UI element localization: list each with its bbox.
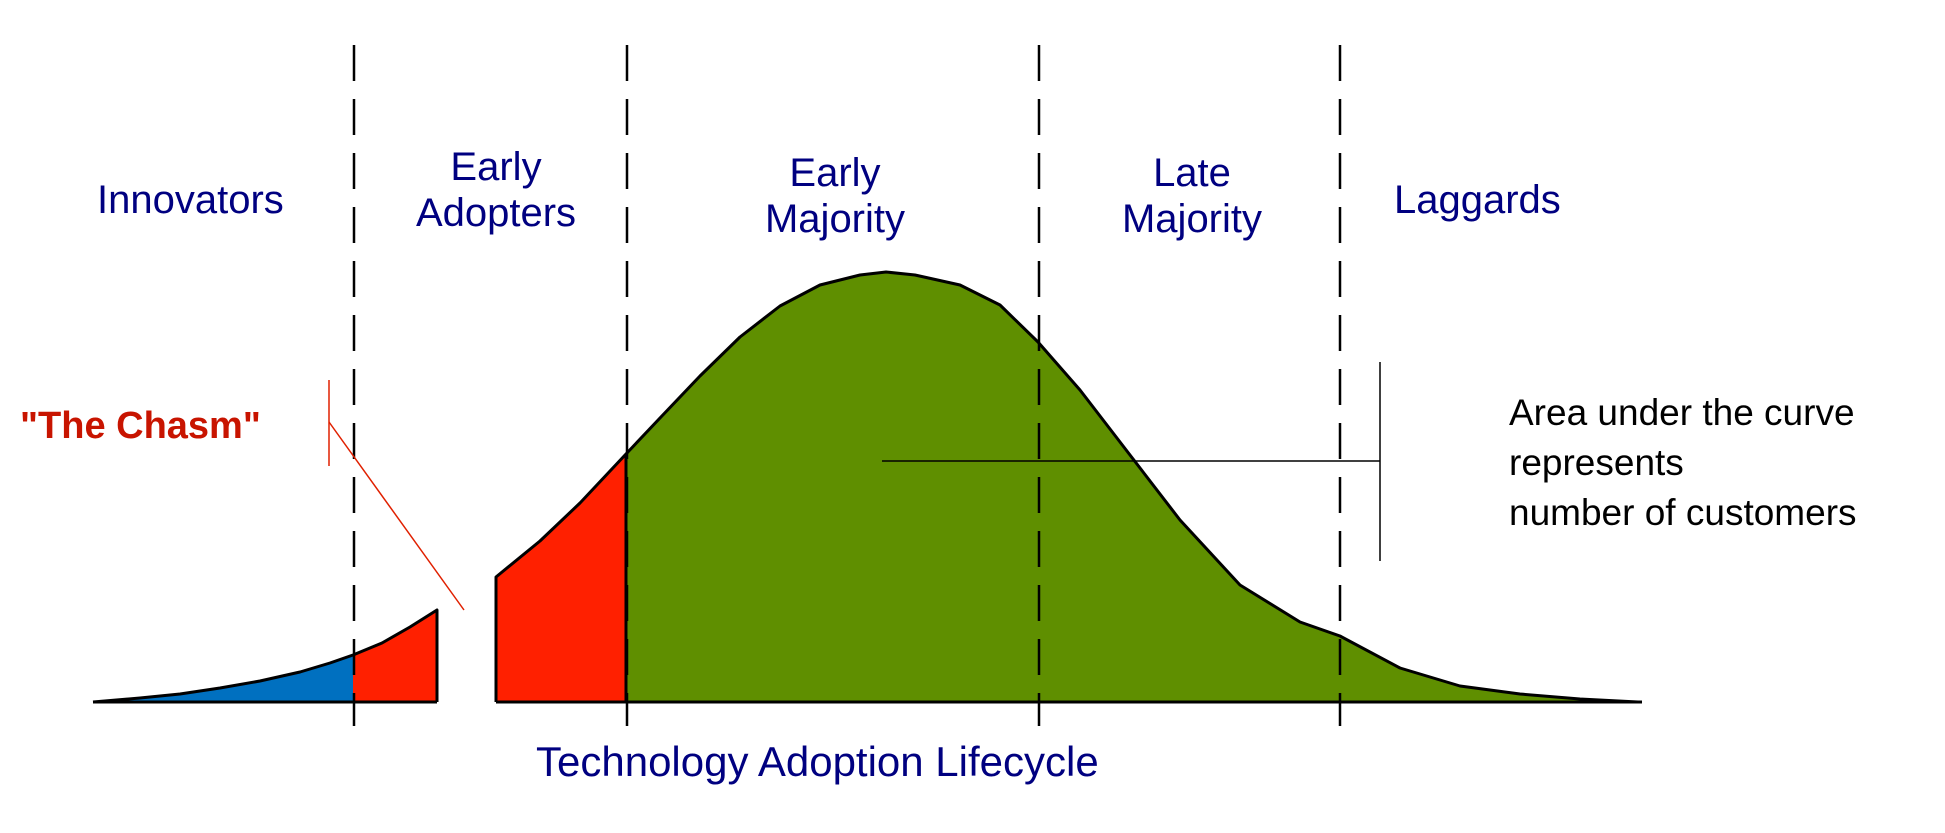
area-note-line1: Area under the curve: [1509, 392, 1855, 433]
area-note-line2: represents: [1509, 442, 1684, 483]
label-early-majority-line1: Early: [789, 151, 881, 195]
label-late-majority-line2: Majority: [1121, 197, 1263, 241]
curve-outline-left: [92, 608, 439, 704]
early-adopters-area-left: [353, 610, 437, 702]
label-early-adopters-line1: Early: [450, 145, 542, 189]
area-note: Area under the curve represents number o…: [1509, 388, 1857, 538]
early-adopters-area-right: [496, 454, 626, 702]
chasm-pointer: [328, 421, 465, 611]
label-late-majority: Late Majority: [1122, 150, 1262, 242]
label-early-adopters: Early Adopters: [416, 144, 576, 236]
label-late-majority-line1: Late: [1153, 151, 1231, 195]
majority-area: [626, 272, 1638, 702]
label-innovators: Innovators: [97, 178, 284, 222]
chasm-label: "The Chasm": [20, 405, 261, 447]
label-early-majority: Early Majority: [765, 150, 905, 242]
curve-outline-right: [494, 270, 1639, 704]
innovators-area: [93, 655, 353, 702]
area-note-line3: number of customers: [1509, 492, 1857, 533]
label-early-majority-line2: Majority: [764, 197, 906, 241]
diagram-title: Technology Adoption Lifecycle: [536, 738, 1099, 785]
label-early-adopters-line2: Adopters: [415, 191, 577, 235]
label-laggards: Laggards: [1394, 178, 1561, 222]
